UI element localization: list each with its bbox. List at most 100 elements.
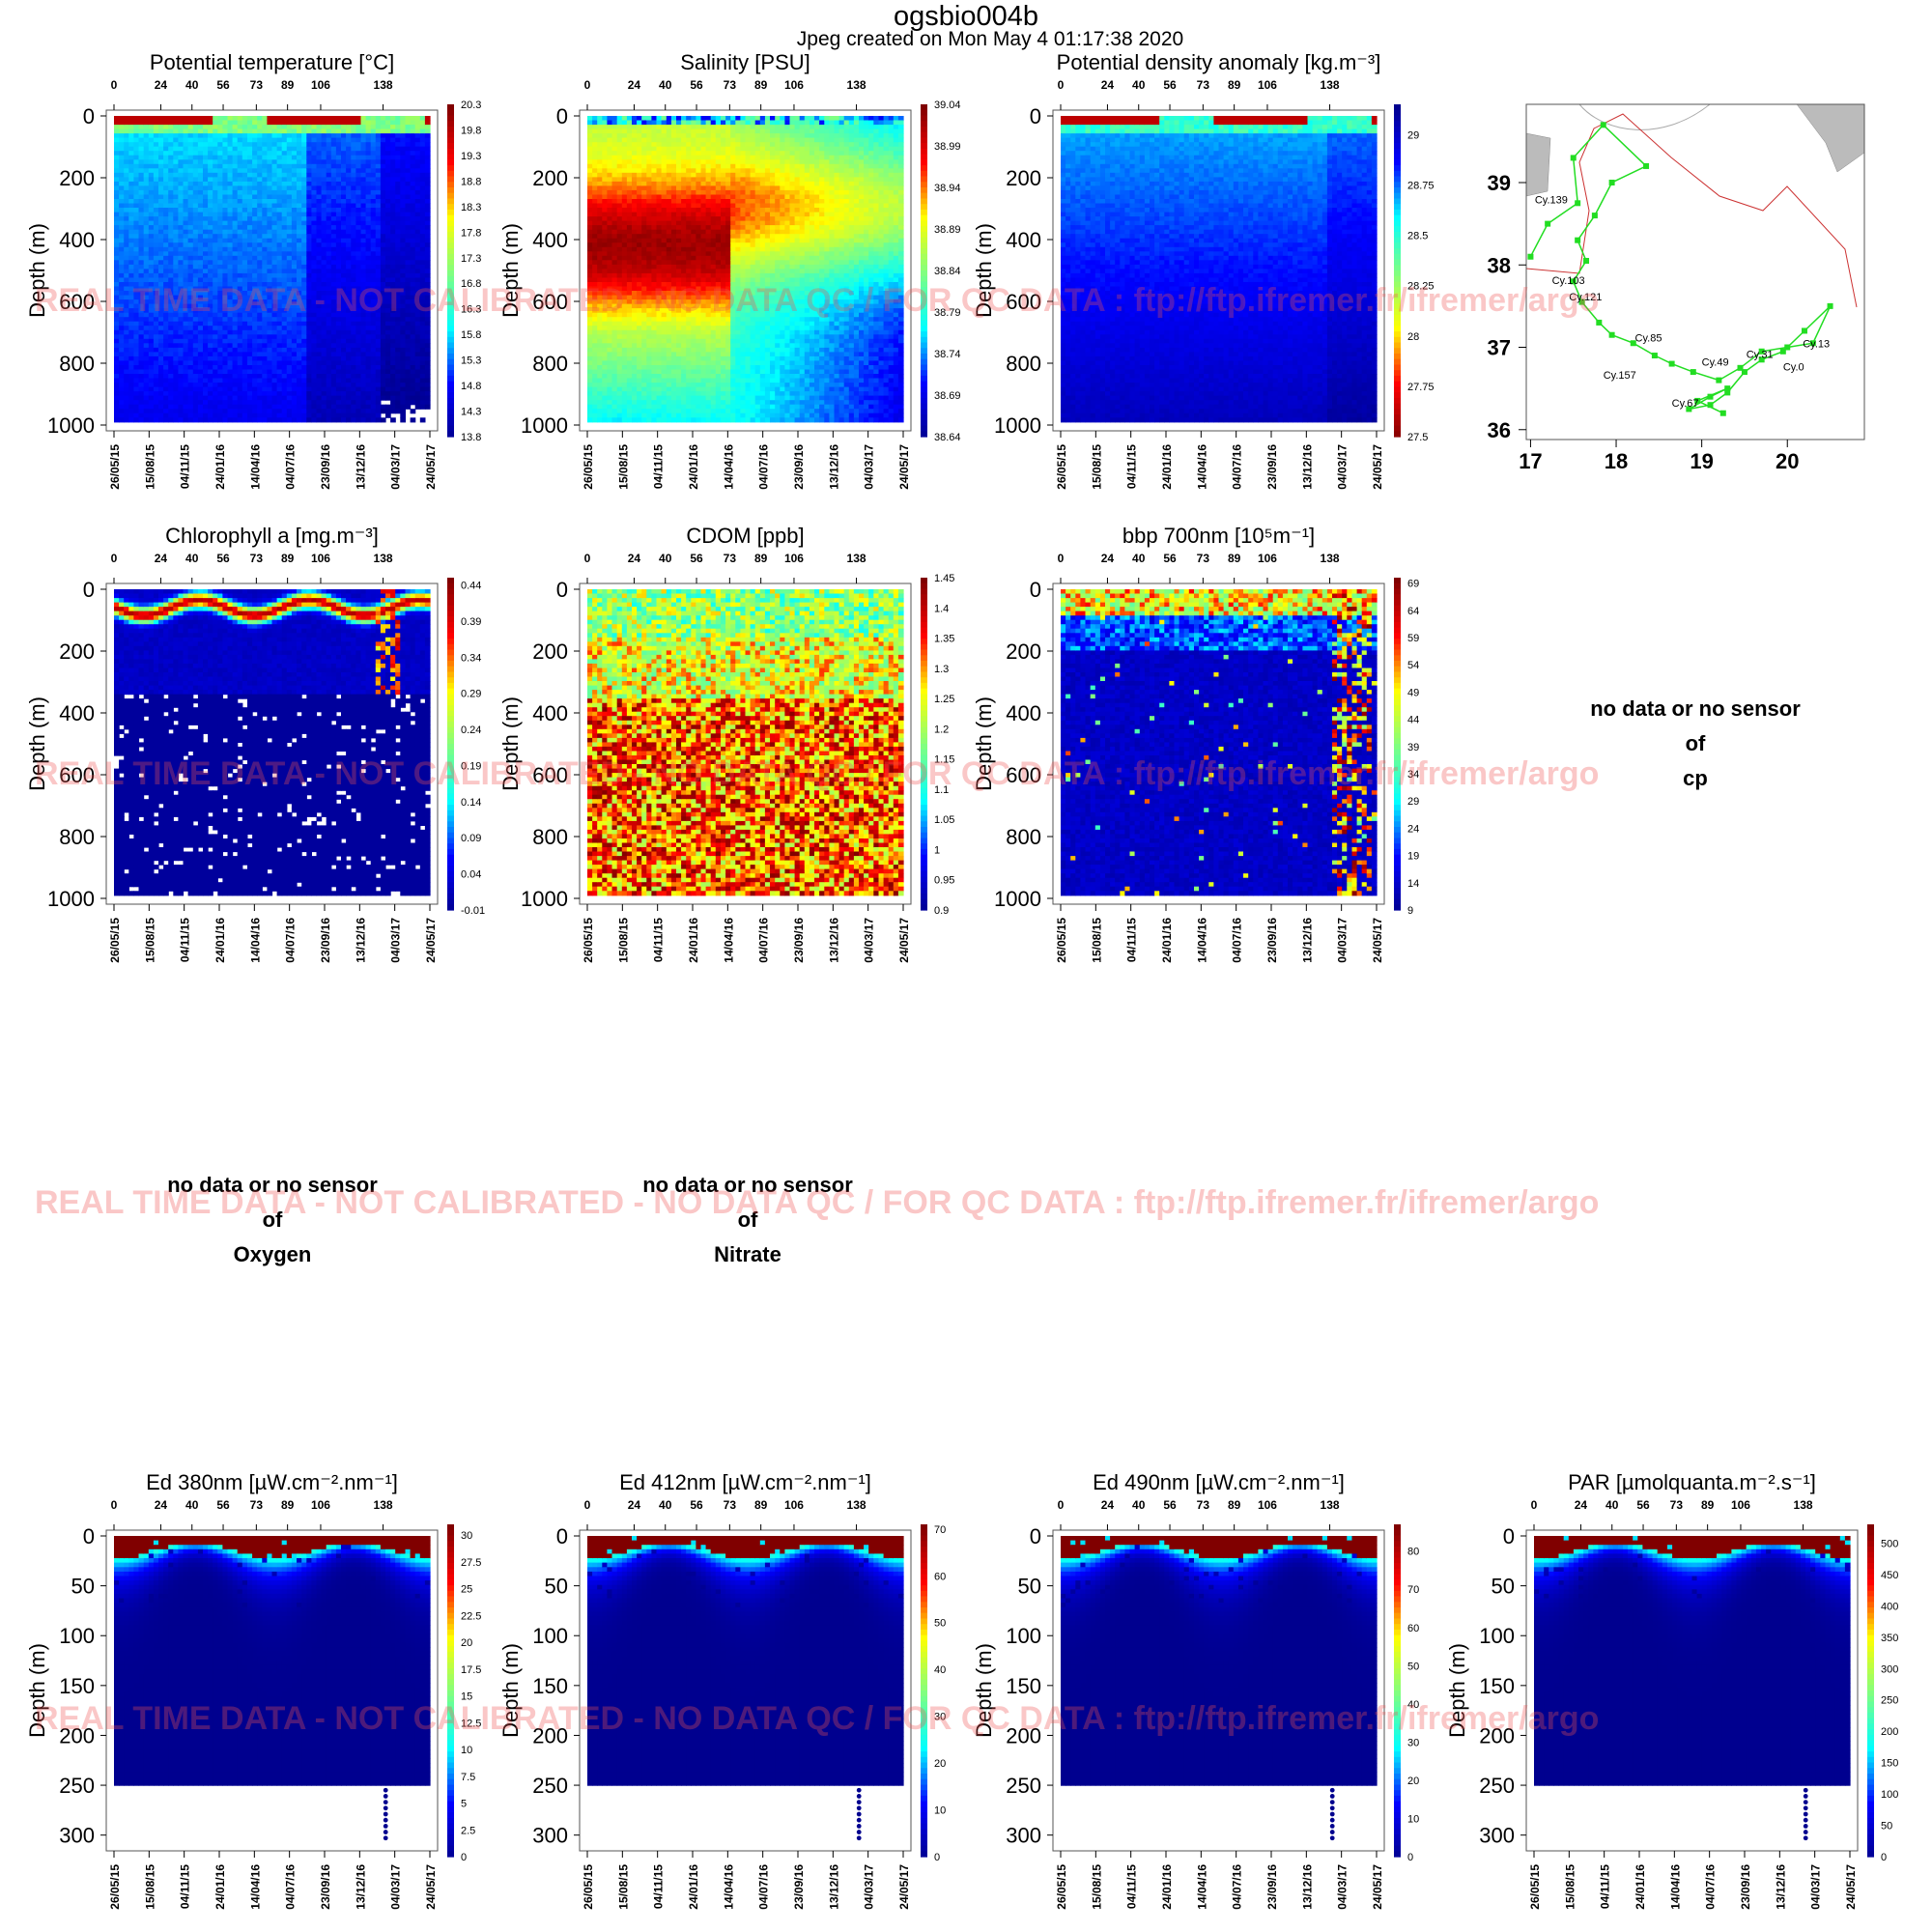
heat-cell	[355, 317, 362, 323]
heat-cell	[602, 334, 608, 340]
heat-cell	[297, 321, 302, 327]
heat-cell	[597, 255, 603, 261]
heat-cell	[365, 338, 372, 344]
heat-cell	[335, 282, 342, 288]
heat-cell	[355, 246, 362, 252]
heat-cell	[291, 338, 298, 344]
heat-cell	[119, 128, 125, 134]
heat-cell	[370, 163, 377, 169]
heat-cell	[405, 146, 412, 152]
heat-cell	[247, 220, 253, 226]
heat-cell	[271, 128, 278, 134]
heat-cell	[114, 246, 120, 252]
heat-cell	[400, 177, 406, 183]
heat-cell	[385, 291, 391, 297]
heat-cell	[410, 229, 416, 235]
heat-cell	[168, 146, 174, 152]
heat-cell	[306, 177, 312, 183]
heat-cell	[424, 229, 431, 235]
heat-cell	[375, 417, 382, 423]
heat-cell	[183, 142, 189, 148]
colorbar-step	[447, 165, 454, 172]
heat-cell	[203, 142, 209, 148]
heat-cell	[286, 125, 293, 130]
heat-cell	[316, 272, 323, 278]
heat-cell	[222, 146, 229, 152]
heat-cell	[213, 216, 218, 222]
heat-cell	[222, 137, 229, 143]
heat-cell	[262, 120, 268, 126]
heat-cell	[128, 334, 134, 340]
heat-cell	[375, 216, 382, 222]
heat-cell	[410, 282, 416, 288]
heat-cell	[153, 321, 159, 327]
heat-cell	[385, 216, 391, 222]
heat-cell	[128, 242, 134, 248]
heat-cell	[316, 326, 323, 331]
heat-cell	[227, 246, 234, 252]
heat-cell	[143, 216, 150, 222]
heat-cell	[143, 238, 150, 243]
heat-cell	[247, 272, 253, 278]
heat-cell	[341, 272, 347, 278]
heat-cell	[276, 246, 283, 252]
heat-cell	[355, 374, 362, 380]
heat-cell	[375, 163, 382, 169]
heat-cell	[375, 269, 382, 274]
heat-cell	[419, 199, 426, 205]
heat-cell	[222, 125, 229, 130]
heat-cell	[286, 277, 293, 283]
heat-cell	[380, 299, 386, 305]
heat-cell	[286, 391, 293, 397]
heat-cell	[276, 338, 283, 344]
heat-cell	[247, 133, 253, 139]
heat-cell	[351, 151, 356, 156]
heat-cell	[203, 246, 209, 252]
heat-cell	[163, 128, 169, 134]
heat-cell	[607, 338, 613, 344]
heat-cell	[346, 334, 352, 340]
heat-cell	[213, 317, 218, 323]
heat-cell	[173, 282, 179, 288]
heat-cell	[192, 291, 199, 297]
heat-cell	[587, 168, 593, 174]
heat-cell	[380, 208, 386, 213]
heat-cell	[375, 383, 382, 388]
heat-cell	[286, 242, 293, 248]
heat-cell	[602, 277, 608, 283]
heat-cell	[213, 163, 218, 169]
heat-cell	[400, 343, 406, 349]
heat-cell	[286, 355, 293, 361]
heat-cell	[405, 365, 412, 371]
heat-cell	[311, 199, 318, 205]
heat-cell	[133, 404, 140, 410]
heat-cell	[203, 409, 209, 414]
heat-cell	[203, 120, 209, 126]
heat-cell	[178, 142, 185, 148]
heat-cell	[168, 269, 174, 274]
heat-cell	[271, 208, 278, 213]
heat-cell	[380, 365, 386, 371]
heat-cell	[153, 120, 159, 126]
heat-cell	[168, 308, 174, 314]
heat-cell	[281, 208, 288, 213]
heat-cell	[271, 199, 278, 205]
heat-cell	[316, 255, 323, 261]
heat-cell	[148, 172, 155, 178]
heat-cell	[330, 212, 337, 217]
heat-cell	[424, 272, 431, 278]
heat-cell	[173, 229, 179, 235]
heat-cell	[611, 329, 618, 335]
heat-cell	[163, 355, 169, 361]
heat-cell	[414, 255, 421, 261]
heat-cell	[330, 251, 337, 257]
heat-cell	[316, 225, 323, 231]
heat-cell	[153, 155, 159, 160]
heat-cell	[173, 329, 179, 335]
heat-cell	[271, 417, 278, 423]
heat-cell	[133, 269, 140, 274]
heat-cell	[217, 194, 223, 200]
heat-cell	[187, 317, 194, 323]
heat-cell	[306, 251, 312, 257]
heat-cell	[276, 321, 283, 327]
